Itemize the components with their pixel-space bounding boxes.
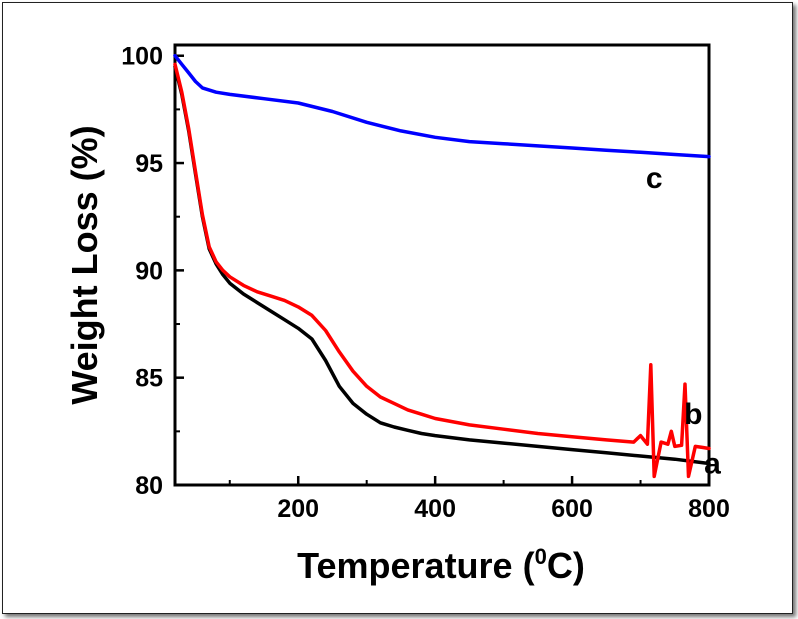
y-tick-label-95: 95: [135, 150, 163, 178]
series-layer: [173, 53, 711, 479]
series-line-b: [173, 62, 711, 479]
curve-tag-b: b: [684, 398, 702, 431]
y-axis-title: Weight Loss (%): [64, 125, 105, 404]
curve-tag-a: a: [704, 448, 721, 481]
y-tick-label-85: 85: [135, 365, 163, 393]
x-tick-label-200: 200: [277, 495, 319, 523]
x-axis-title-end: C): [547, 545, 585, 586]
series-line-a: [173, 64, 711, 466]
x-tick-label-600: 600: [551, 495, 593, 523]
y-tick-label-100: 100: [121, 43, 163, 71]
x-axis-title-superscript: 0: [535, 544, 547, 569]
axis-ticks: [175, 54, 711, 487]
y-tick-label-80: 80: [135, 472, 163, 500]
y-tick-label-90: 90: [135, 257, 163, 285]
x-tick-label-400: 400: [414, 495, 456, 523]
tick-labels: 200 400 600 800 80 85 90 95 100: [121, 43, 730, 523]
curve-tags: ab c: [646, 162, 721, 480]
x-tick-label-800: 800: [688, 495, 730, 523]
curve-tag-c: c: [646, 162, 663, 195]
x-axis-title-main: Temperature (: [297, 545, 534, 586]
x-axis-title: Temperature (0C): [297, 544, 585, 586]
plot-area-frame: [173, 43, 711, 487]
series-line-c: [173, 53, 711, 159]
